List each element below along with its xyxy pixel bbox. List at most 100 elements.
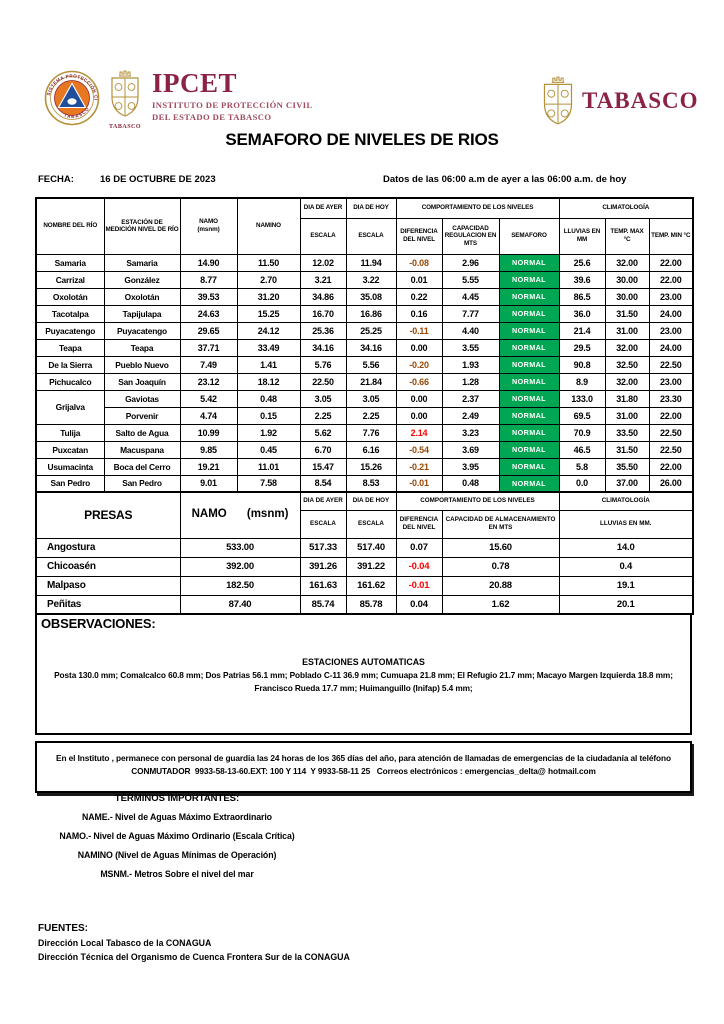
temp-max-cell: 32.50 (604, 355, 650, 374)
namo-cell: 533.00 (179, 537, 301, 558)
escala-hoy-cell: 25.25 (345, 321, 397, 340)
diferencia-cell: 0.22 (395, 287, 443, 306)
col-comportamiento: COMPORTAMIENTO DE LOS NIVELES (395, 491, 560, 511)
instituto-note-box: En el Instituto , permanece con personal… (35, 741, 692, 793)
escala-ayer-cell: 5.62 (299, 423, 347, 442)
escala-hoy-cell: 16.86 (345, 304, 397, 323)
capacidad-cell: 7.77 (441, 304, 500, 323)
namo-cell: 19.21 (179, 457, 238, 476)
escala-hoy-cell: 34.16 (345, 338, 397, 357)
termino-msnm: MSNM.- Metros Sobre el nivel del mar (100, 869, 254, 879)
river-row: Tulija Salto de Agua 10.99 1.92 5.62 7.76 2.14… (35, 423, 694, 442)
col-dia-ayer: DIA DE AYER (299, 197, 347, 219)
semaforo-badge: NORMAL (498, 423, 560, 442)
observaciones-box: OBSERVACIONES: ESTACIONES AUTOMATICAS Po… (35, 613, 692, 735)
station-name-cell: Oxolotán (103, 287, 181, 306)
presas-table: PRESAS NAMO (msnm) DIA DE AYER DIA DE HO… (35, 491, 694, 615)
capacidad-cell: 0.48 (441, 474, 500, 493)
tabasco-wordmark: TABASCO (582, 88, 699, 113)
station-name-cell: Tapijulapa (103, 304, 181, 323)
tabasco-crest-icon (111, 70, 139, 117)
lluvias-cell: 8.9 (558, 372, 606, 391)
diferencia-cell: -0.66 (395, 372, 443, 391)
namino-cell: 18.12 (236, 372, 301, 391)
temp-min-cell: 22.50 (648, 423, 694, 442)
river-name-cell: Carrizal (35, 270, 105, 289)
capacidad-cell: 4.40 (441, 321, 500, 340)
semaforo-badge: NORMAL (498, 457, 560, 476)
ipcet-subtitle: INSTITUTO DE PROTECCIÓN CIVIL DEL ESTADO… (152, 100, 313, 122)
col-capacidad: CAPACIDAD REGULACION EN MTS (441, 217, 500, 255)
escala-hoy-cell: 3.22 (345, 270, 397, 289)
river-row: Pichucalco San Joaquín 23.12 18.12 22.50 21.8… (35, 372, 694, 391)
escala-ayer-cell: 391.26 (299, 556, 347, 577)
col-namo: NAMO (msnm) (179, 197, 238, 255)
diferencia-cell: -0.01 (395, 474, 443, 493)
escala-hoy-cell: 5.56 (345, 355, 397, 374)
capacidad-cell: 4.45 (441, 287, 500, 306)
temp-max-cell: 31.50 (604, 440, 650, 459)
escala-hoy-cell: 3.05 (345, 389, 397, 408)
col-diferencia: DIFERENCIA DEL NIVEL (395, 509, 443, 539)
diferencia-cell: 2.14 (395, 423, 443, 442)
col-lluvias: LLUVIAS EN MM (558, 217, 606, 255)
tabasco-crest-icon (543, 76, 573, 125)
capacidad-cell: 0.78 (441, 556, 560, 577)
namino-cell: 2.70 (236, 270, 301, 289)
river-name-cell: Grijalva (35, 389, 105, 425)
temp-min-cell: 22.00 (648, 406, 694, 425)
temp-min-cell: 22.50 (648, 355, 694, 374)
capacidad-cell: 20.88 (441, 575, 560, 596)
semaforo-badge: NORMAL (498, 253, 560, 272)
river-name-cell: San Pedro (35, 474, 105, 493)
presa-row: Chicoasén 392.00 391.26 391.22 -0.04 0.78 0.4 (35, 556, 694, 577)
escala-hoy-cell: 2.25 (345, 406, 397, 425)
capacidad-cell: 1.93 (441, 355, 500, 374)
col-lluvias: LLUVIAS EN MM. (558, 509, 694, 539)
col-climatologia: CLIMATOLOGÍA (558, 197, 694, 219)
lluvias-cell: 14.0 (558, 537, 694, 558)
col-dia-hoy: DIA DE HOY (345, 197, 397, 219)
lluvias-cell: 69.5 (558, 406, 606, 425)
diferencia-cell: 0.16 (395, 304, 443, 323)
escala-ayer-cell: 6.70 (299, 440, 347, 459)
estaciones-automaticas-body: Posta 130.0 mm; Comalcalco 60.8 mm; Dos … (54, 670, 673, 693)
col-escala-hoy: ESCALA (345, 509, 397, 539)
col-nombre-rio: NOMBRE DEL RÍO (35, 197, 105, 255)
semaforo-badge: NORMAL (498, 372, 560, 391)
temp-min-cell: 22.00 (648, 253, 694, 272)
river-row: Oxolotán Oxolotán 39.53 31.20 34.86 35.08 0.22… (35, 287, 694, 306)
col-temp-max: TEMP. MAX °C (604, 217, 650, 255)
semaforo-badge: NORMAL (498, 355, 560, 374)
col-estacion: ESTACIÓN DE MEDICIÓN NIVEL DE RÍO (103, 197, 181, 255)
station-name-cell: Samaria (103, 253, 181, 272)
namo-cell: 4.74 (179, 406, 238, 425)
escala-ayer-cell: 34.86 (299, 287, 347, 306)
capacidad-cell: 5.55 (441, 270, 500, 289)
river-name-cell: Samaria (35, 253, 105, 272)
presa-row: Peñitas 87.40 85.74 85.78 0.04 1.62 20.1 (35, 594, 694, 615)
station-name-cell: Salto de Agua (103, 423, 181, 442)
semaforo-badge: NORMAL (498, 321, 560, 340)
diferencia-cell: -0.08 (395, 253, 443, 272)
lluvias-cell: 133.0 (558, 389, 606, 408)
lluvias-cell: 0.4 (558, 556, 694, 577)
temp-min-cell: 23.00 (648, 287, 694, 306)
river-row: Samaria Samaria 14.90 11.50 12.02 11.94 -0.08 2… (35, 253, 694, 272)
capacidad-cell: 2.37 (441, 389, 500, 408)
semaforo-badge: NORMAL (498, 270, 560, 289)
semaforo-badge: NORMAL (498, 338, 560, 357)
proteccion-civil-seal-icon: SISTEMA PROTECCIÓN CIVIL TABASCO (44, 70, 100, 126)
temp-max-cell: 33.50 (604, 423, 650, 442)
escala-hoy-cell: 35.08 (345, 287, 397, 306)
temp-max-cell: 31.80 (604, 389, 650, 408)
escala-hoy-cell: 7.76 (345, 423, 397, 442)
capacidad-cell: 3.69 (441, 440, 500, 459)
diferencia-cell: 0.04 (395, 594, 443, 615)
semaforo-badge: NORMAL (498, 440, 560, 459)
escala-ayer-cell: 161.63 (299, 575, 347, 596)
river-name-cell: Tulija (35, 423, 105, 442)
river-name-cell: Puyacatengo (35, 321, 105, 340)
station-name-cell: Teapa (103, 338, 181, 357)
river-row: Usumacinta Boca del Cerro 19.21 11.01 15.47 1… (35, 457, 694, 476)
